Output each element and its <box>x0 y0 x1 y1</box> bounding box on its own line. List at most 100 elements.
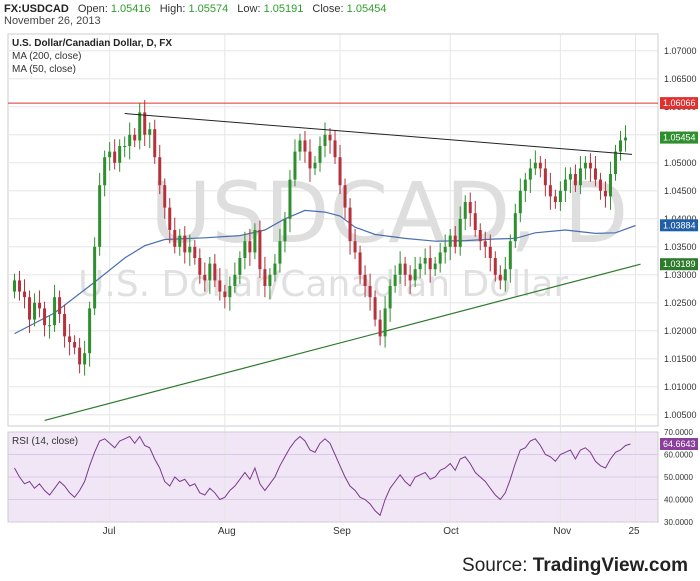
candle-body <box>58 297 62 314</box>
ma50-badge: 1.03884 <box>663 220 696 230</box>
rsi-badge-bg <box>660 438 698 451</box>
candle-body <box>53 297 57 326</box>
candle-body <box>188 246 192 253</box>
candle-body <box>118 146 122 163</box>
open-label: Open: <box>77 3 108 15</box>
candle-body <box>533 162 537 169</box>
watermark-symbol: USDCAD, D <box>150 164 628 262</box>
candle-body <box>583 162 587 169</box>
candle-body <box>443 246 447 253</box>
candle-body <box>448 235 452 247</box>
y-tick-label: 1.02000 <box>664 326 697 336</box>
candle-body <box>403 263 407 275</box>
candle-body <box>543 168 547 186</box>
legend-ma200: MA (200, close) <box>12 51 81 62</box>
symbol: FX:USDCAD <box>4 3 69 15</box>
candle-body <box>378 319 382 337</box>
candle-body <box>388 286 392 309</box>
candle-body <box>198 258 202 275</box>
candle-body <box>28 297 32 320</box>
candle-body <box>463 202 467 219</box>
candle-body <box>318 146 322 163</box>
watermark-name: U.S. Dollar/Canadian Dollar <box>78 264 568 305</box>
source-credit: Source: TradingView.com <box>462 555 688 577</box>
candle-body <box>88 308 92 354</box>
candle-body <box>468 202 472 214</box>
ma200-badge: 1.03189 <box>663 259 696 269</box>
candle-body <box>493 258 497 275</box>
x-tick-label: Sep <box>333 526 351 537</box>
y-tick-label: 1.03000 <box>664 270 697 280</box>
candle-body <box>213 263 217 281</box>
open-value: 1.05416 <box>110 3 151 15</box>
candle-body <box>578 168 582 186</box>
candle-body <box>13 280 17 292</box>
candle-body <box>173 230 177 247</box>
candle-body <box>503 269 507 281</box>
candle-body <box>338 157 342 186</box>
candle-body <box>193 246 197 258</box>
candle-body <box>153 129 157 158</box>
candle-body <box>103 157 107 186</box>
candle-body <box>588 162 592 169</box>
candle-body <box>353 241 357 253</box>
ma200-badge-bg <box>660 258 698 271</box>
candle-body <box>128 134 132 146</box>
candle-body <box>258 230 262 270</box>
candle-body <box>98 185 102 247</box>
candle-body <box>113 151 117 163</box>
candle-body <box>408 274 412 281</box>
candle-body <box>303 140 307 152</box>
rsi-tick-label: 60.0000 <box>664 451 693 460</box>
candle-body <box>548 185 552 197</box>
source-label: Source: <box>462 555 528 576</box>
candle-body <box>608 174 612 197</box>
candle-body <box>178 235 182 247</box>
candle-body <box>513 213 517 242</box>
candle-body <box>33 302 37 320</box>
last-price-badge-bg <box>660 131 698 144</box>
y-tick-label: 1.00500 <box>664 410 697 420</box>
source-brand: TradingView.com <box>532 555 688 576</box>
main-pane <box>7 33 659 427</box>
candle-body <box>143 112 147 135</box>
candle-body <box>43 308 47 326</box>
candle-body <box>398 263 402 275</box>
chart-area[interactable]: 1.070001.065001.060001.055001.050001.045… <box>0 32 700 552</box>
y-tick-label: 1.03500 <box>664 242 697 252</box>
last-price-badge: 1.05454 <box>663 133 696 143</box>
candle-body <box>483 241 487 247</box>
close-label: Close: <box>312 3 344 15</box>
candle-body <box>618 140 622 152</box>
legend-ma50: MA (50, close) <box>12 64 76 75</box>
candle-body <box>208 263 212 281</box>
candle-body <box>423 258 427 264</box>
candle-body <box>123 146 127 147</box>
candle-body <box>458 218 462 247</box>
rsi-tick-label: 30.0000 <box>664 518 693 527</box>
candle-body <box>298 140 302 152</box>
candle-body <box>268 274 272 286</box>
candle-body <box>293 151 297 180</box>
candle-body <box>603 190 607 197</box>
candle-body <box>523 179 527 191</box>
resistance-badge-bg <box>660 97 698 110</box>
candle-body <box>183 235 187 253</box>
candle-body <box>263 269 267 286</box>
chart-svg[interactable]: 1.070001.065001.060001.055001.050001.045… <box>0 32 700 552</box>
candle-body <box>568 174 572 180</box>
rsi-line <box>14 435 631 517</box>
candle-body <box>308 151 312 169</box>
rsi-badge: 64.6643 <box>663 439 696 449</box>
rsi-title: RSI (14, close) <box>12 436 78 447</box>
candle-body <box>248 241 252 253</box>
candle-body <box>83 353 87 365</box>
chart-header: FX:USDCAD Open: 1.05416 High: 1.05574 Lo… <box>0 0 700 32</box>
candle-body <box>283 218 287 242</box>
x-tick-label: 25 <box>629 526 641 537</box>
high-value: 1.05574 <box>188 3 229 15</box>
candle-body <box>413 269 417 281</box>
candle-body <box>373 297 377 320</box>
candle-body <box>333 140 337 158</box>
candle-body <box>623 137 627 141</box>
